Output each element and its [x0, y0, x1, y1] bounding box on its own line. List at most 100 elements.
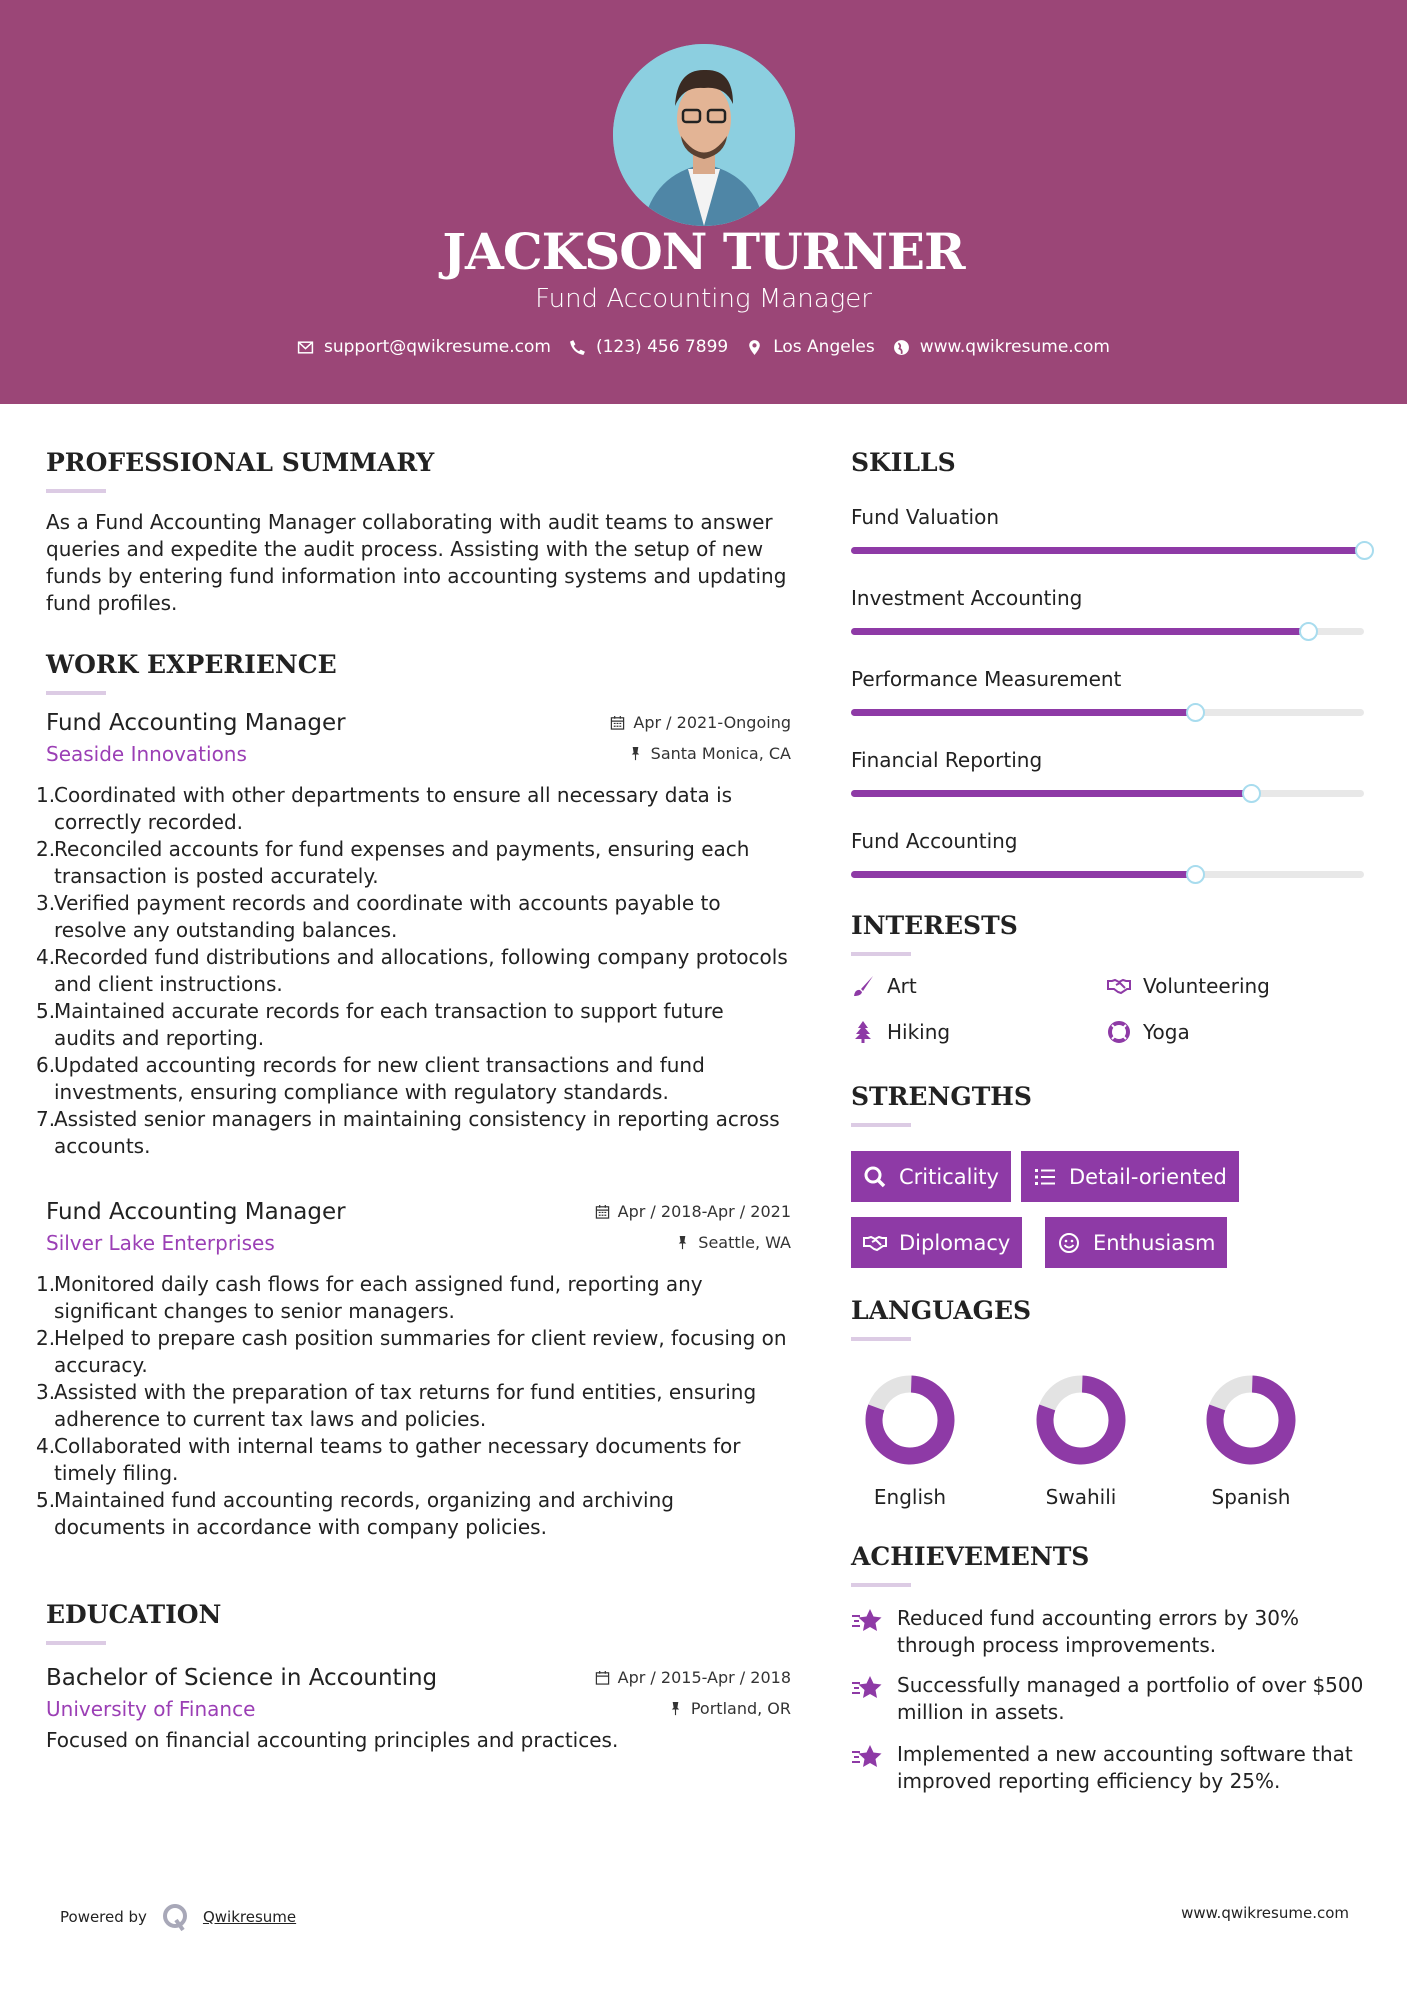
duty-text: Reconciled accounts for fund expenses an… [54, 837, 750, 888]
interest-hiking: Hiking [851, 1020, 950, 1044]
achievement-item: Implemented a new accounting software th… [851, 1741, 1364, 1795]
duty-text: Maintained accurate records for each tra… [54, 999, 724, 1050]
skill-bar-knob [1298, 622, 1318, 641]
job-date: Apr / 2021-Ongoing [610, 713, 791, 732]
pin-icon [631, 746, 639, 761]
handshake-icon [863, 1235, 887, 1251]
heading-underline [851, 952, 911, 956]
skill-name: Financial Reporting [851, 748, 1043, 772]
heading-underline [851, 1337, 911, 1341]
interest-label: Art [887, 974, 917, 998]
interests-section: INTERESTS [851, 911, 1364, 956]
brand-link[interactable]: Qwikresume [202, 1908, 297, 1926]
language-donut [865, 1375, 955, 1465]
language-item: Swahili [1011, 1372, 1151, 1509]
contact-website[interactable]: www.qwikresume.com [893, 337, 1110, 357]
interest-label: Yoga [1143, 1020, 1190, 1044]
skill-bar-fill [851, 709, 1195, 716]
strength-label: Diplomacy [899, 1230, 1011, 1255]
section-heading: LANGUAGES [851, 1296, 1032, 1325]
item-number: 5. [36, 1488, 56, 1512]
strength-chip: Criticality [851, 1151, 1011, 1202]
skill-bar [851, 541, 1374, 560]
duty-text: Recorded fund distributions and allocati… [54, 945, 788, 996]
strength-label: Enthusiasm [1093, 1230, 1216, 1255]
map-marker-icon [749, 339, 761, 355]
calendar-icon [595, 1204, 609, 1219]
languages-section: LANGUAGES [851, 1296, 1364, 1341]
calendar-icon [611, 715, 625, 730]
skill-bar-fill [851, 547, 1364, 554]
footer-powered: Powered by Qwikresume [60, 1902, 296, 1932]
contact-email[interactable]: support@qwikresume.com [297, 337, 551, 357]
duty-text: Updated accounting records for new clien… [54, 1053, 705, 1104]
item-number: 4. [36, 1434, 56, 1458]
item-number: 3. [36, 1380, 56, 1404]
contact-location: Los Angeles [746, 337, 875, 357]
skill-bar-fill [851, 628, 1308, 635]
language-item: Spanish [1181, 1372, 1321, 1509]
job-date: Apr / 2018-Apr / 2021 [595, 1202, 791, 1221]
duty-item: 1. Monitored daily cash flows for each as… [36, 1271, 791, 1325]
language-donut-fill [865, 1375, 955, 1465]
language-name: English [873, 1485, 947, 1509]
duty-item: 3. Verified payment records and coordinat… [36, 890, 791, 944]
tree-icon [855, 1021, 871, 1043]
heading-underline [851, 1583, 911, 1587]
star-icon [852, 1609, 882, 1631]
interest-label: Hiking [887, 1020, 951, 1044]
job-location: Seattle, WA [675, 1233, 791, 1252]
duty-item: 2. Helped to prepare cash position summar… [36, 1325, 791, 1379]
section-heading: EDUCATION [46, 1600, 222, 1629]
summary-section: PROFESSIONAL SUMMARY As a Fund Accountin… [46, 448, 791, 617]
education-date: Apr / 2015-Apr / 2018 [595, 1668, 791, 1687]
contact-email-text: support@qwikresume.com [324, 337, 551, 357]
education-section: EDUCATION Bachelor of Science in Account… [46, 1600, 791, 1754]
skill-bar [851, 865, 1364, 884]
phone-icon [570, 339, 585, 355]
job-date-text: Apr / 2021-Ongoing [633, 713, 791, 732]
globe-icon [893, 339, 909, 355]
job-location: Santa Monica, CA [628, 744, 791, 763]
duty-item: 6. Updated accounting records for new cli… [36, 1052, 791, 1106]
contact-phone-text: (123) 456 7899 [595, 337, 729, 357]
skills-list: Fund Valuation Investment Accounting Perfo… [851, 505, 1374, 884]
duty-item: 2. Reconciled accounts for fund expenses … [36, 836, 791, 890]
job-duties: 1. Coordinated with other departments to … [36, 782, 791, 1160]
strength-chip: Diplomacy [851, 1217, 1023, 1268]
skill-bar [851, 622, 1364, 641]
strength-label: Criticality [899, 1164, 999, 1189]
item-number: 6. [36, 1053, 56, 1077]
degree: Bachelor of Science in Accounting [46, 1665, 438, 1691]
search-icon [864, 1166, 886, 1187]
achievement-text: Successfully managed a portfolio of over… [897, 1673, 1364, 1724]
contact-phone[interactable]: (123) 456 7899 [569, 337, 728, 357]
achievement-text: Implemented a new accounting software th… [897, 1742, 1353, 1793]
strengths-section: STRENGTHS [851, 1082, 1364, 1127]
language-name: Swahili [1045, 1485, 1117, 1509]
language-donut [1206, 1375, 1296, 1465]
contact-bar: support@qwikresume.com (123) 456 7899 Lo… [0, 337, 1407, 357]
pin-icon [671, 1701, 680, 1716]
skill-bar [851, 784, 1364, 803]
section-heading: PROFESSIONAL SUMMARY [46, 448, 435, 477]
interest-yoga: Yoga [1107, 1020, 1190, 1044]
duty-text: Verified payment records and coordinate … [54, 891, 721, 942]
skill-name: Fund Accounting [851, 829, 1018, 853]
achievements-section: ACHIEVEMENTS [851, 1542, 1364, 1587]
job-location-text: Santa Monica, CA [650, 744, 791, 763]
duty-item: 4. Collaborated with internal teams to ga… [36, 1433, 791, 1487]
skills-section: SKILLS Fund Valuation Investment Accounti… [851, 448, 1374, 910]
skill-bar-knob [1185, 703, 1205, 722]
duty-text: Monitored daily cash flows for each assi… [54, 1272, 703, 1323]
section-heading: SKILLS [851, 448, 956, 477]
footer-website[interactable]: www.qwikresume.com [1181, 1904, 1349, 1922]
duty-text: Assisted senior managers in maintaining … [54, 1107, 780, 1158]
summary-text: As a Fund Accounting Manager collaborati… [46, 510, 787, 615]
envelope-icon [297, 340, 314, 354]
life-ring-icon [1108, 1021, 1130, 1043]
contact-location-text: Los Angeles [773, 337, 875, 357]
handshake-icon [1107, 978, 1131, 995]
achievement-item: Successfully managed a portfolio of over… [851, 1672, 1364, 1726]
paint-brush-icon [854, 976, 873, 996]
